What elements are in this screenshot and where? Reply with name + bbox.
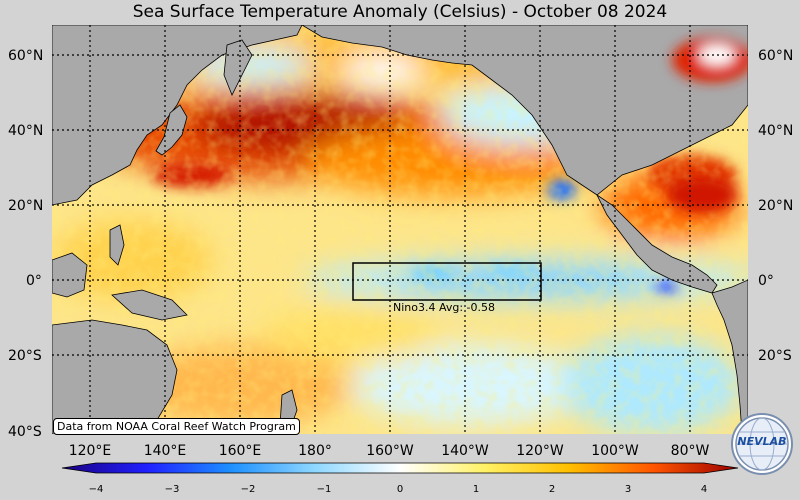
colorbar-tick-neg3: −3: [164, 484, 180, 495]
lat-label-60n-right: 60°N: [758, 48, 794, 64]
globe-icon: [735, 417, 789, 471]
lat-label-eq-left: 0°: [26, 273, 42, 289]
lon-label-100w: 100°W: [591, 443, 639, 459]
lat-label-20n-right: 20°N: [758, 198, 794, 214]
colorbar-tick-3: 3: [624, 484, 632, 495]
lon-label-140w: 140°W: [441, 443, 489, 459]
lat-label-40n-left: 40°N: [8, 123, 44, 139]
sst-anomaly-map: [52, 25, 748, 434]
colorbar-tick-neg1: −1: [316, 484, 332, 495]
colorbar-tick-4: 4: [700, 484, 708, 495]
lon-label-120e: 120°E: [68, 443, 112, 459]
map-title: Sea Surface Temperature Anomaly (Celsius…: [132, 2, 668, 22]
lon-label-180: 180°: [298, 443, 332, 459]
colorbar-tick-1: 1: [472, 484, 480, 495]
lon-label-140e: 140°E: [143, 443, 187, 459]
lat-label-20s-right: 20°S: [758, 348, 792, 364]
nevlab-logo: NEVLAB: [731, 413, 793, 475]
colorbar-tick-neg4: −4: [88, 484, 104, 495]
nino34-box: [352, 262, 542, 301]
colorbar-svg: [61, 462, 739, 474]
graticule: [52, 25, 748, 434]
lon-label-120w: 120°W: [516, 443, 564, 459]
lat-label-eq-right: 0°: [758, 273, 774, 289]
lat-label-40s-left: 40°S: [8, 424, 42, 440]
colorbar-ramp: [61, 462, 739, 474]
lat-label-40n-right: 40°N: [758, 123, 794, 139]
lat-label-20s-left: 20°S: [8, 348, 42, 364]
lon-label-80w: 80°W: [670, 443, 710, 459]
nino34-label: Nino3.4 Avg: -0.58: [393, 301, 496, 314]
colorbar-tick-neg2: −2: [240, 484, 256, 495]
colorbar-tick-0: 0: [396, 484, 404, 495]
lon-label-160w: 160°W: [366, 443, 414, 459]
lon-label-160e: 160°E: [218, 443, 262, 459]
colorbar-tick-2: 2: [548, 484, 556, 495]
map-svg: [52, 25, 748, 434]
lat-label-60n-left: 60°N: [8, 48, 44, 64]
land: [52, 25, 748, 434]
colorbar: [60, 460, 740, 500]
data-credit: Data from NOAA Coral Reef Watch Program: [53, 418, 300, 435]
lat-label-20n-left: 20°N: [8, 198, 44, 214]
logo-text: NEVLAB: [737, 435, 787, 448]
